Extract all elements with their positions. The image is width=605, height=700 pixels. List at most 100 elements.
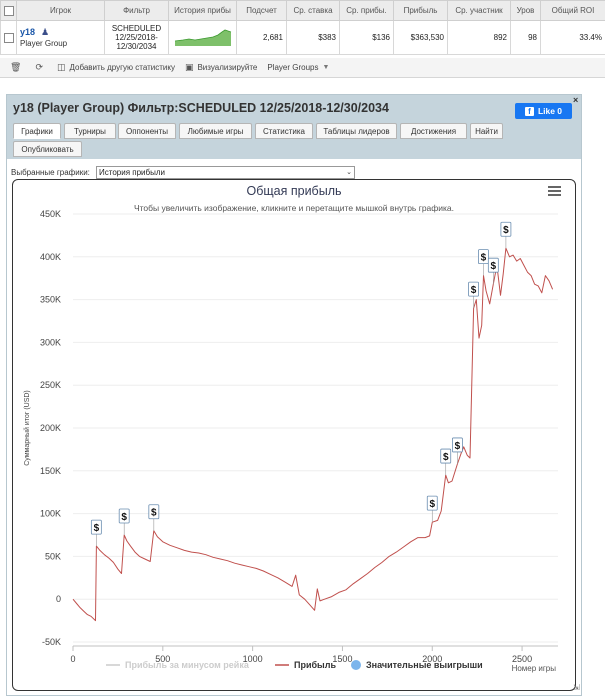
y-tick-label: 450K	[40, 209, 61, 219]
level-value: 98	[510, 20, 541, 55]
x-tick-label: 0	[70, 654, 75, 664]
tab-tournaments[interactable]: Турниры	[64, 123, 116, 139]
like-label: Like 0	[537, 106, 563, 116]
x-tick-label: 1500	[332, 654, 352, 664]
y-tick-label: 50K	[45, 551, 61, 561]
count-value: 2,681	[236, 20, 287, 55]
big-win-dollar-icon: $	[443, 452, 449, 463]
big-win-flag	[500, 221, 512, 237]
selected-charts-label: Выбранные графики:	[11, 168, 90, 177]
col-level[interactable]: Уров	[510, 0, 541, 21]
chart-title: Общая прибыль	[246, 184, 342, 198]
big-win-flag	[468, 281, 479, 297]
sparkline-chart	[174, 29, 231, 46]
player-link[interactable]: y18	[20, 27, 36, 37]
col-avg-entrants[interactable]: Ср. участник	[447, 0, 511, 21]
add-stat-button[interactable]: ◫ Добавить другую статистику	[57, 62, 175, 73]
legend-big-win-label: Значительные выигрыши	[366, 660, 483, 670]
col-profit-history[interactable]: История прибы	[168, 0, 237, 21]
panel-title: y18 (Player Group) Фильтр:SCHEDULED 12/2…	[13, 101, 389, 115]
sparkline-area	[174, 29, 231, 46]
visualize-label: Визуализируйте	[197, 63, 258, 72]
y-tick-label: 350K	[40, 295, 61, 305]
y-tick-label: -50K	[42, 637, 61, 647]
col-filter[interactable]: Фильтр	[104, 0, 169, 21]
big-win-dollar-icon: $	[471, 285, 477, 296]
header-select-all[interactable]	[0, 0, 17, 21]
tab-favorite-games[interactable]: Любимые игры	[179, 123, 252, 139]
row-checkbox[interactable]	[3, 32, 14, 43]
refresh-button[interactable]: ⟳	[35, 62, 47, 73]
y-tick-label: 0	[56, 594, 61, 604]
profit-sparkline[interactable]	[168, 20, 237, 55]
chart-select[interactable]: История прибыли ⌄	[96, 166, 355, 179]
x-tick-label: 500	[155, 654, 170, 664]
big-win-flag	[452, 437, 463, 453]
col-count[interactable]: Подсчет	[236, 0, 287, 21]
player-groups-dropdown[interactable]: Player Groups ▼	[267, 63, 329, 72]
y-tick-label: 300K	[40, 337, 61, 347]
filter-line: 12/25/2018-	[115, 33, 158, 42]
profit-series-line	[72, 247, 554, 622]
big-win-dollar-icon: $	[429, 499, 435, 510]
x-tick-label: 2000	[422, 654, 442, 664]
chart-svg[interactable]: -50K 0 50K 100K 150K 200K 250K 300K 350K 400K 450K…	[13, 180, 576, 691]
add-column-icon: ◫	[56, 62, 66, 72]
profit-value: $363,530	[393, 20, 448, 55]
tab-find[interactable]: Найти	[470, 123, 503, 139]
big-win-flag	[487, 257, 499, 273]
col-avg-stake[interactable]: Ср. ставка	[286, 0, 340, 21]
col-roi[interactable]: Общий ROI	[540, 0, 605, 21]
visualize-button[interactable]: ▣ Визуализируйте	[185, 62, 257, 73]
legend-rake-label: Прибыль за минусом рейка	[125, 660, 250, 670]
chart-subtitle: Чтобы увеличить изображение, кликните и …	[133, 203, 455, 213]
y-tick-label: 400K	[40, 252, 61, 262]
image-icon: ▣	[184, 62, 194, 72]
tab-statistics[interactable]: Статистика	[255, 123, 313, 139]
col-profit[interactable]: Прибыль	[393, 0, 448, 21]
filter-cell: SCHEDULED 12/25/2018- 12/30/2034	[104, 20, 169, 55]
big-win-dollar-icon: $	[481, 253, 487, 264]
panel-header: y18 (Player Group) Фильтр:SCHEDULED 12/2…	[7, 95, 581, 159]
chart-menu-icon[interactable]	[548, 186, 561, 196]
legend-profit-label: Прибыль	[294, 660, 336, 670]
avg-entrants-value: 892	[447, 20, 511, 55]
big-win-dollar-icon: $	[121, 512, 127, 523]
delete-button[interactable]: 🗑	[10, 62, 25, 73]
player-group-icon: ♟	[41, 27, 50, 37]
avg-stake-value: $383	[286, 20, 340, 55]
big-win-dollar-icon: $	[491, 261, 497, 272]
filter-panel: y18 (Player Group) Фильтр:SCHEDULED 12/2…	[6, 94, 582, 696]
y-tick-label: 150K	[40, 466, 61, 476]
col-avg-profit[interactable]: Ср. прибы.	[339, 0, 394, 21]
y-tick-label: 250K	[40, 380, 61, 390]
chevron-down-icon: ⌄	[346, 169, 352, 176]
tab-charts[interactable]: Графики	[13, 123, 61, 139]
big-win-flag	[118, 508, 130, 524]
chart-select-value: История прибыли	[99, 168, 165, 177]
y-tick-label: 200K	[40, 423, 61, 433]
resize-handle-icon[interactable]: ⇲	[573, 683, 580, 692]
big-win-dollar-icon: $	[503, 225, 509, 236]
roi-value: 33.4%	[540, 20, 605, 55]
row-select[interactable]	[0, 20, 17, 55]
tab-publish[interactable]: Опубликовать	[13, 141, 82, 157]
tab-opponents[interactable]: Оппоненты	[118, 123, 176, 139]
big-win-dollar-icon: $	[151, 508, 157, 519]
col-player[interactable]: Игрок	[16, 0, 105, 21]
big-win-dollar-icon: $	[94, 523, 100, 534]
x-tick-label: 2500	[512, 654, 532, 664]
tab-leaderboards[interactable]: Таблицы лидеров	[316, 123, 397, 139]
profit-chart[interactable]: -50K 0 50K 100K 150K 200K 250K 300K 350K 400K 450K…	[12, 179, 576, 691]
tab-achievements[interactable]: Достижения	[400, 123, 467, 139]
select-all-checkbox[interactable]	[3, 5, 14, 16]
stats-table: Игрок Фильтр История прибы Подсчет Ср. с…	[0, 0, 605, 55]
sparkline-line	[174, 29, 231, 41]
player-cell: y18 ♟ Player Group	[16, 20, 105, 55]
player-type: Player Group	[20, 39, 68, 48]
close-icon[interactable]: ×	[573, 95, 579, 105]
big-win-flag	[90, 519, 102, 535]
big-win-flag	[440, 448, 452, 464]
facebook-like-button[interactable]: f Like 0	[515, 103, 572, 119]
avg-profit-value: $136	[339, 20, 394, 55]
